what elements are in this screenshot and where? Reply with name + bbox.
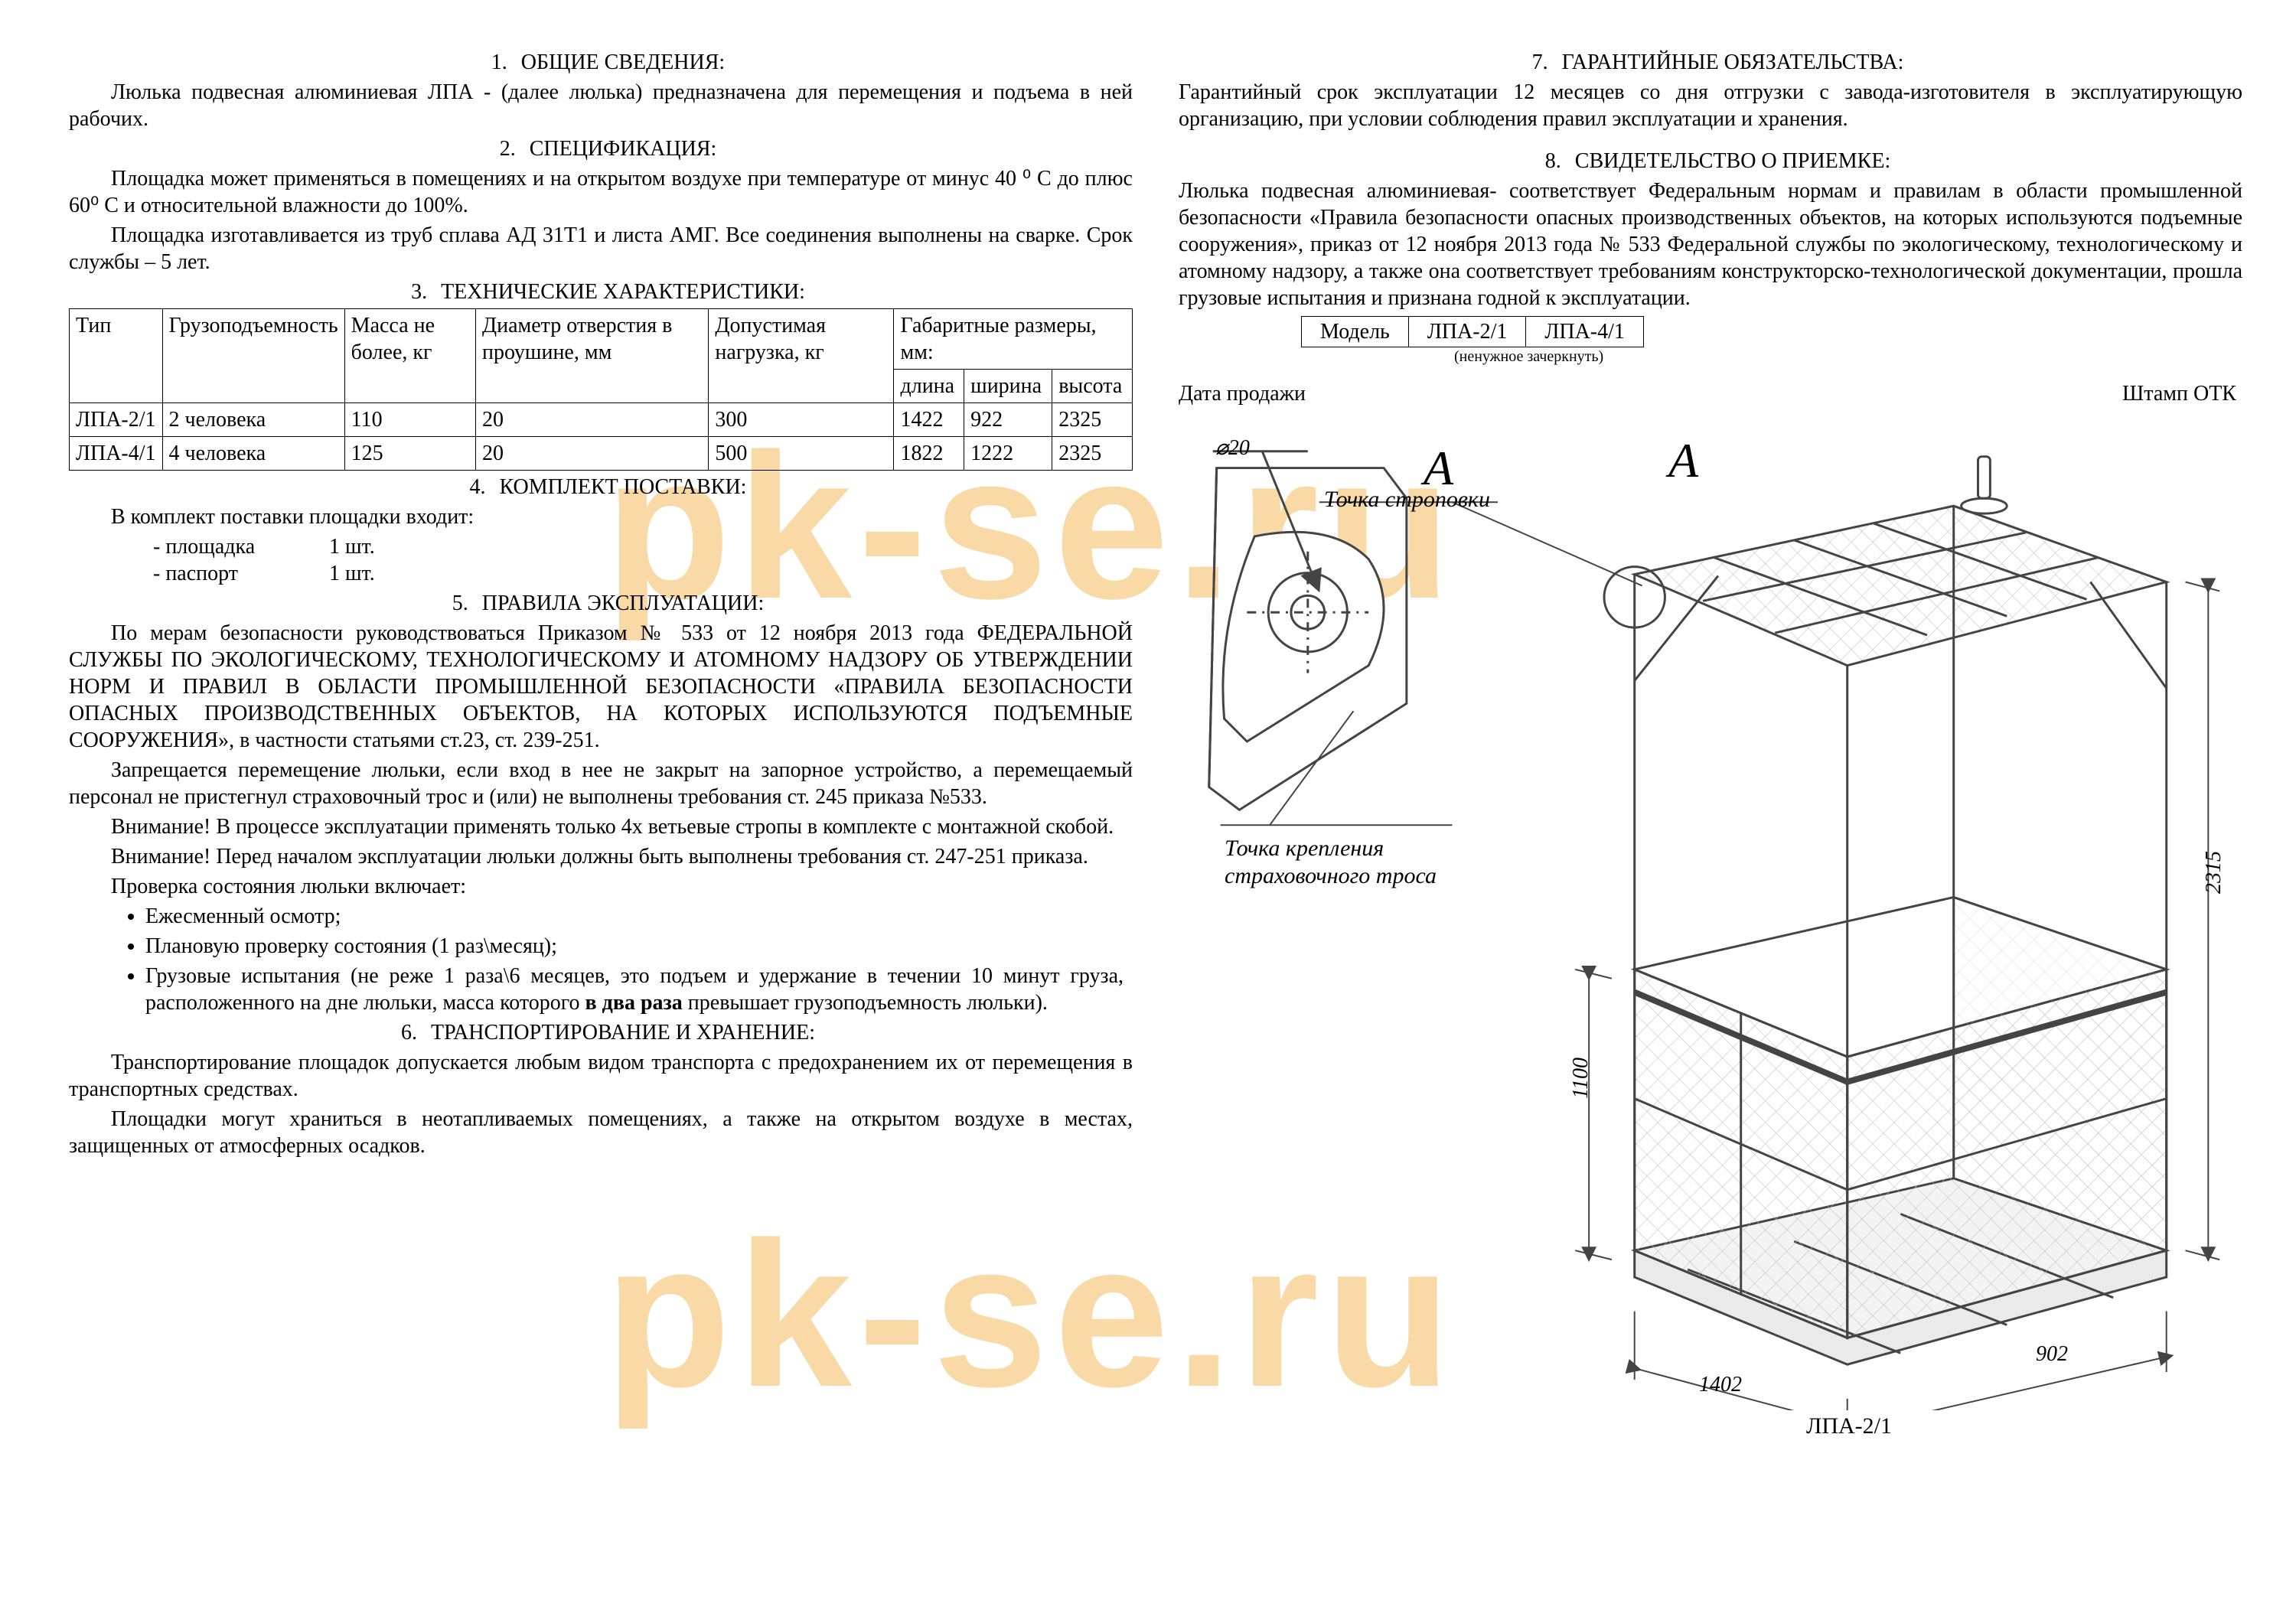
- th: Допустимая нагрузка, кг: [709, 309, 894, 403]
- td: ЛПА-2/1: [70, 403, 163, 437]
- dim-2315: 2315: [2200, 851, 2227, 894]
- section-4-title: 4.КОМПЛЕКТ ПОСТАВКИ:: [69, 474, 1133, 500]
- section-8-title: 8.СВИДЕТЕЛЬСТВО О ПРИЕМКЕ:: [1179, 148, 2242, 174]
- dim-1402: 1402: [1699, 1371, 1742, 1398]
- right-column: 7.ГАРАНТИЙНЫЕ ОБЯЗАТЕЛЬСТВА: Гарантийный…: [1179, 46, 2242, 1417]
- section-7-title: 7.ГАРАНТИЙНЫЕ ОБЯЗАТЕЛЬСТВА:: [1179, 49, 2242, 76]
- page: 1.ОБЩИЕ СВЕДЕНИЯ: Люлька подвесная алюми…: [0, 0, 2296, 1448]
- td: Модель: [1302, 317, 1409, 347]
- td: 110: [344, 403, 475, 437]
- section-8-body: Люлька подвесная алюминиевая- соответств…: [1179, 178, 2242, 311]
- view-a-label: А: [1668, 430, 1698, 491]
- sale-row: Дата продажи Штамп ОТК: [1179, 380, 2236, 407]
- td: 4 человека: [162, 437, 344, 471]
- td: 1422: [894, 403, 964, 437]
- list-item: Плановую проверку состояния (1 раз\месяц…: [145, 933, 1133, 960]
- td: 2325: [1052, 437, 1133, 471]
- td: 500: [709, 437, 894, 471]
- th: Масса не более, кг: [344, 309, 475, 403]
- th: Тип: [70, 309, 163, 403]
- kit-lead: В комплект поставки площадки входит:: [69, 504, 1133, 530]
- table-row: Модель ЛПА-2/1 ЛПА-4/1: [1302, 317, 1644, 347]
- th: Диаметр отверстия в проушине, мм: [475, 309, 708, 403]
- section-6-title: 6.ТРАНСПОРТИРОВАНИЕ И ХРАНЕНИЕ:: [69, 1019, 1133, 1046]
- otk-stamp-label: Штамп ОТК: [2122, 380, 2236, 407]
- dim-902: 902: [2036, 1341, 2068, 1367]
- strike-note: (ненужное зачеркнуть): [1454, 347, 2242, 367]
- technical-drawing: ⌀20 А А Точка строповки Точка крепления …: [1179, 422, 2242, 1417]
- model-table: Модель ЛПА-2/1 ЛПА-4/1: [1301, 316, 1644, 347]
- kit-item: - площадка1 шт.: [69, 533, 1133, 560]
- sale-date-label: Дата продажи: [1179, 380, 1306, 407]
- dim-1100: 1100: [1567, 1058, 1594, 1099]
- td: 300: [709, 403, 894, 437]
- section-5-body: Внимание! В процессе эксплуатации примен…: [69, 813, 1133, 840]
- td: 20: [475, 437, 708, 471]
- table-row: ЛПА-4/1 4 человека 125 20 500 1822 1222 …: [70, 437, 1133, 471]
- dim-d20: ⌀20: [1215, 435, 1250, 461]
- drawing-caption: ЛПА-2/1: [1806, 1412, 1892, 1441]
- section-2-body: Площадка может применяться в помещениях …: [69, 165, 1133, 219]
- td: 20: [475, 403, 708, 437]
- td: 125: [344, 437, 475, 471]
- left-column: 1.ОБЩИЕ СВЕДЕНИЯ: Люлька подвесная алюми…: [69, 46, 1133, 1417]
- section-3-title: 3.ТЕХНИЧЕСКИЕ ХАРАКТЕРИСТИКИ:: [69, 279, 1133, 305]
- spec-table: Тип Грузоподъемность Масса не более, кг …: [69, 308, 1133, 471]
- check-list: Ежесменный осмотр; Плановую проверку сос…: [69, 903, 1133, 1016]
- td: ЛПА-4/1: [1526, 317, 1644, 347]
- kit-item: - паспорт1 шт.: [69, 560, 1133, 587]
- table-row: ЛПА-2/1 2 человека 110 20 300 1422 922 2…: [70, 403, 1133, 437]
- table-row: Тип Грузоподъемность Масса не более, кг …: [70, 309, 1133, 370]
- th: длина: [894, 370, 964, 403]
- td: ЛПА-4/1: [70, 437, 163, 471]
- strop-label: Точка строповки: [1324, 485, 1490, 514]
- check-lead: Проверка состояния люльки включает:: [69, 873, 1133, 900]
- section-5-body: Запрещается перемещение люльки, если вхо…: [69, 757, 1133, 810]
- section-5-title: 5.ПРАВИЛА ЭКСПЛУАТАЦИИ:: [69, 590, 1133, 617]
- td: 922: [964, 403, 1052, 437]
- th: Габаритные размеры, мм:: [894, 309, 1133, 370]
- td: ЛПА-2/1: [1408, 317, 1526, 347]
- th: ширина: [964, 370, 1052, 403]
- td: 1822: [894, 437, 964, 471]
- section-6-body: Площадки могут храниться в неотапливаемы…: [69, 1106, 1133, 1159]
- list-item: Грузовые испытания (не реже 1 раза\6 мес…: [145, 963, 1133, 1016]
- td: 1222: [964, 437, 1052, 471]
- section-5-body: Внимание! Перед началом эксплуатации люл…: [69, 843, 1133, 870]
- th: Грузоподъемность: [162, 309, 344, 403]
- td: 2 человека: [162, 403, 344, 437]
- section-1-title: 1.ОБЩИЕ СВЕДЕНИЯ:: [69, 49, 1133, 76]
- drawing-svg: [1179, 422, 2242, 1410]
- list-item: Ежесменный осмотр;: [145, 903, 1133, 930]
- section-1-body: Люлька подвесная алюминиевая ЛПА - (дале…: [69, 79, 1133, 132]
- attach-label-1: Точка крепления: [1225, 834, 1384, 863]
- section-2-body: Площадка изготавливается из труб сплава …: [69, 222, 1133, 275]
- td: 2325: [1052, 403, 1133, 437]
- attach-label-2: страховочного троса: [1225, 862, 1437, 891]
- section-6-body: Транспортирование площадок допускается л…: [69, 1049, 1133, 1103]
- section-5-body: По мерам безопасности руководствоваться …: [69, 620, 1133, 754]
- section-2-title: 2.СПЕЦИФИКАЦИЯ:: [69, 135, 1133, 162]
- section-7-body: Гарантийный срок эксплуатации 12 месяцев…: [1179, 79, 2242, 132]
- th: высота: [1052, 370, 1133, 403]
